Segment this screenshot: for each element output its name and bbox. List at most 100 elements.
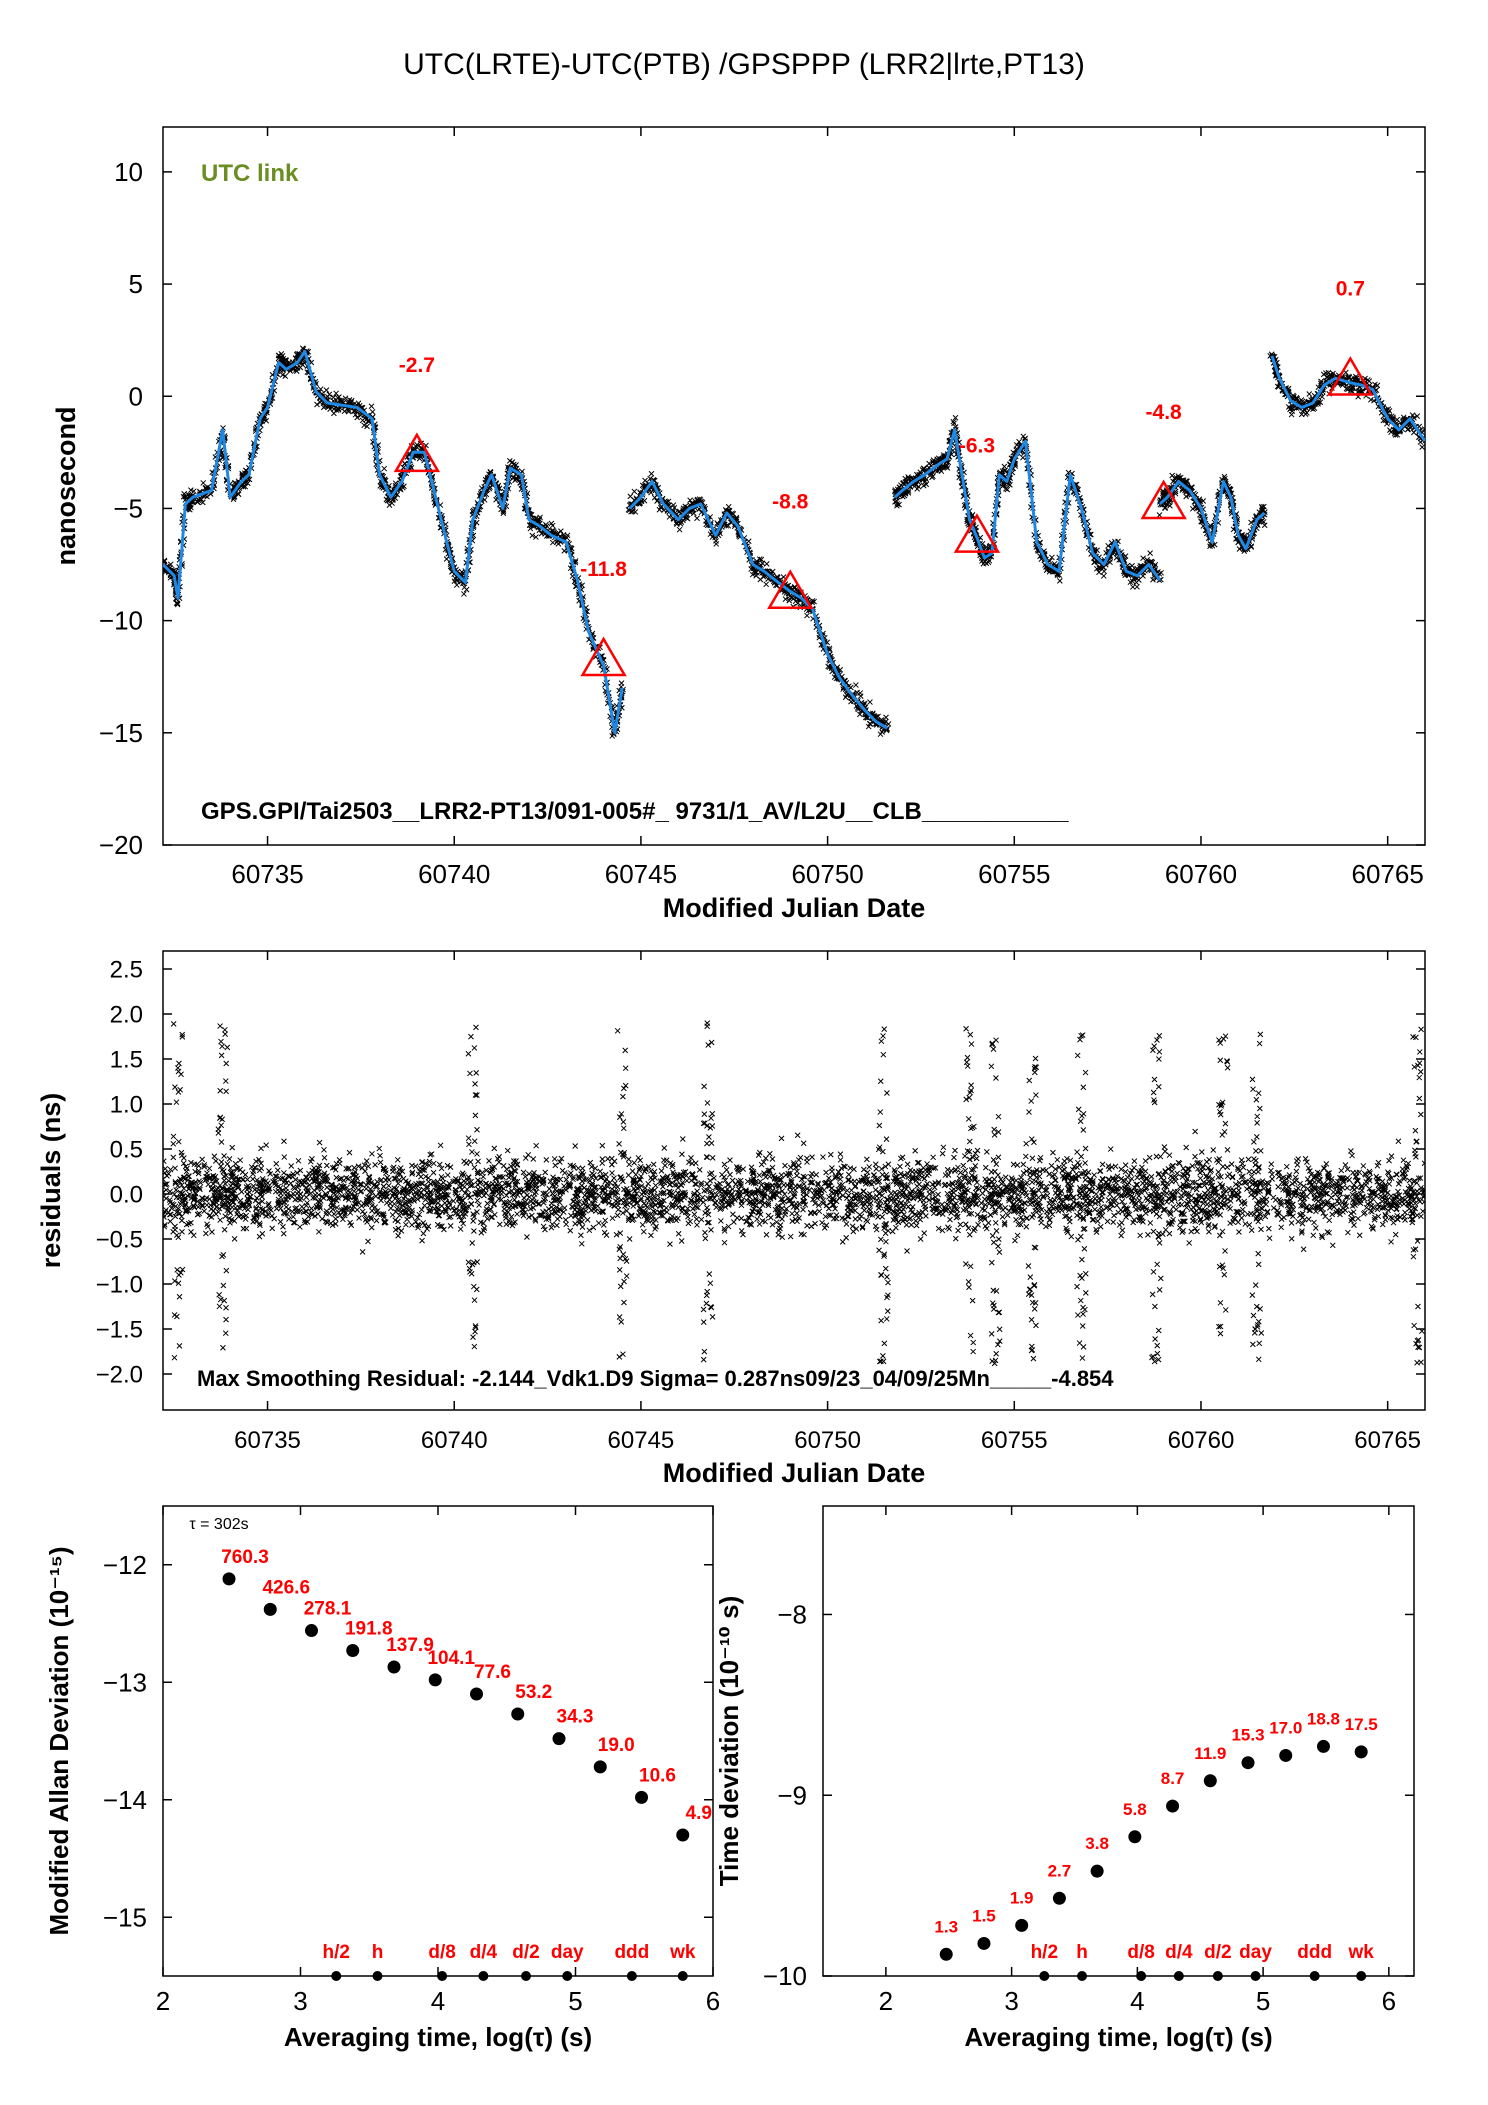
data-point: [861, 700, 868, 707]
data-point: [1162, 505, 1168, 511]
residual-point: [1388, 1153, 1395, 1159]
residual-point: [788, 1177, 795, 1183]
x-tick-label: 60740: [421, 1427, 488, 1454]
link-series-line: [628, 480, 889, 730]
residual-point: [173, 1187, 179, 1193]
data-point: [368, 403, 375, 410]
data-point: [481, 497, 488, 503]
data-point: [725, 522, 732, 529]
residual-point: [250, 1168, 257, 1175]
data-point: [199, 499, 206, 506]
residual-point: [447, 1164, 454, 1170]
data-point: [1319, 393, 1325, 400]
x-axis-label: Modified Julian Date: [663, 893, 926, 923]
data-point: [804, 612, 810, 619]
residual-point: [1374, 1206, 1381, 1213]
residual-point: [203, 1230, 209, 1237]
residual-point: [593, 1175, 599, 1182]
residual-point: [667, 1160, 674, 1166]
residual-point: [262, 1208, 269, 1214]
residual-point: [999, 1214, 1006, 1220]
x-tick-label: 60745: [608, 1427, 675, 1454]
residual-point: [837, 1157, 844, 1163]
residual-point: [316, 1228, 322, 1235]
data-point: [242, 483, 249, 490]
residual-point: [543, 1156, 550, 1163]
residual-point: [258, 1145, 264, 1152]
residual-point: [1386, 1181, 1393, 1187]
residual-point: [369, 1189, 376, 1196]
residual-point: [807, 1173, 814, 1180]
data-point: [473, 519, 480, 526]
residual-point: [660, 1183, 666, 1190]
y-tick-label: 2.5: [110, 956, 143, 983]
residual-point: [1068, 1233, 1075, 1240]
residual-point: [259, 1176, 266, 1182]
y-tick-label: 1.0: [110, 1091, 143, 1118]
data-point: [487, 484, 493, 490]
residual-point: [821, 1225, 828, 1231]
data-point: [950, 418, 957, 425]
residual-markers: [163, 1020, 1425, 1367]
data-point: [1354, 374, 1361, 381]
data-point: [1049, 554, 1055, 561]
data-point: [1158, 569, 1164, 576]
residual-point: [905, 1203, 912, 1210]
residual-point: [948, 1167, 955, 1174]
residual-point: [914, 1159, 921, 1166]
data-point: [1410, 429, 1417, 436]
data-point: [572, 558, 579, 564]
data-point: [1261, 522, 1268, 529]
residual-point: [872, 1186, 879, 1193]
data-point: [564, 532, 571, 539]
residual-point: [1314, 1169, 1321, 1176]
residual-point: [1110, 1175, 1116, 1181]
data-point: [1056, 577, 1063, 584]
data-point: [1122, 553, 1129, 559]
residual-point: [729, 1186, 736, 1193]
residual-point: [1270, 1205, 1277, 1211]
residual-point: [698, 1216, 705, 1223]
residual-point: [297, 1224, 303, 1230]
residual-point: [1020, 1161, 1027, 1168]
residual-point: [542, 1169, 549, 1176]
data-point: [543, 523, 550, 529]
data-point: [1419, 444, 1425, 450]
residual-point: [387, 1187, 394, 1194]
residual-point: [201, 1208, 208, 1214]
data-point: [1258, 503, 1265, 510]
residual-point: [1043, 1223, 1049, 1230]
residual-point: [283, 1188, 289, 1195]
residual-point: [972, 1176, 978, 1182]
data-point: [1374, 382, 1381, 389]
residual-point: [1299, 1220, 1306, 1227]
residual-point: [1206, 1228, 1212, 1235]
residual-point: [281, 1138, 287, 1145]
residual-point: [395, 1180, 402, 1187]
residual-point: [1227, 1220, 1233, 1227]
residual-point: [263, 1142, 270, 1149]
data-point: [912, 482, 919, 488]
residual-point: [1064, 1155, 1070, 1162]
data-point: [1221, 473, 1228, 480]
y-tick-label: −15: [99, 718, 143, 748]
residual-point: [1382, 1211, 1389, 1218]
residual-point: [993, 1161, 1000, 1167]
data-point: [354, 414, 361, 421]
data-point: [1260, 518, 1267, 525]
data-point: [1166, 497, 1173, 504]
residual-point: [579, 1224, 586, 1231]
residual-point: [1402, 1209, 1408, 1216]
residual-point: [1043, 1167, 1049, 1174]
data-point: [461, 591, 467, 597]
data-point: [529, 532, 536, 539]
data-point: [985, 559, 992, 566]
residual-point: [460, 1220, 467, 1227]
residual-point: [1122, 1168, 1129, 1175]
residual-point: [1264, 1209, 1271, 1216]
residual-point: [211, 1153, 218, 1160]
annotation-triangle: [393, 432, 441, 473]
data-point: [855, 706, 861, 713]
residual-point: [394, 1171, 401, 1177]
residual-point: [1348, 1148, 1354, 1154]
